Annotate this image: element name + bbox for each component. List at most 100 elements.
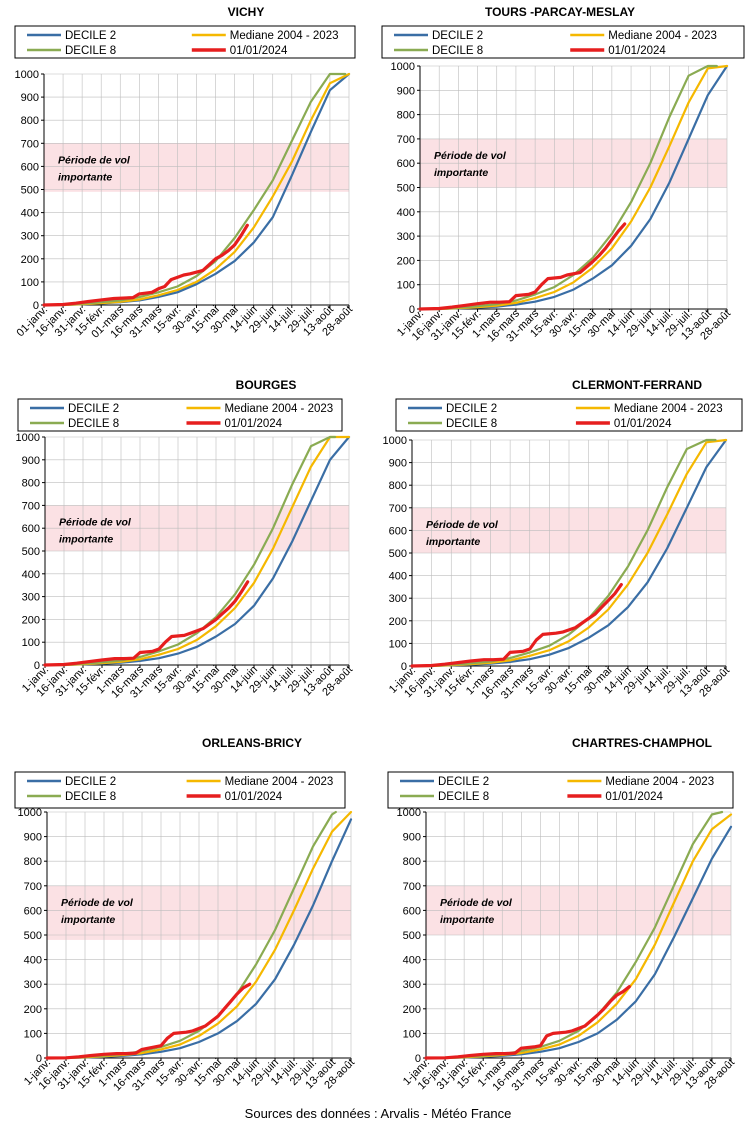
y-tick-label: 700 <box>403 881 421 893</box>
y-tick-label: 600 <box>21 161 39 173</box>
legend-box <box>381 25 745 59</box>
y-tick-label: 200 <box>21 254 39 266</box>
legend-label-decile8: DECILE 8 <box>438 791 489 803</box>
y-tick-label: 1000 <box>391 61 415 73</box>
legend-label-mediane: Mediane 2004 - 2023 <box>230 30 339 42</box>
legend-label-decile8: DECILE 8 <box>68 418 119 430</box>
y-tick-label: 800 <box>389 480 407 492</box>
series-line-current <box>418 222 627 311</box>
chart-panel: TOURS -PARCAY-MESLAY DECILE 2 Mediane 2004… <box>381 5 745 345</box>
y-tick-label: 700 <box>21 138 39 150</box>
legend: DECILE 2 Mediane 2004 - 2023 DECILE 8 01/01… <box>387 771 734 809</box>
chart-title: TOURS -PARCAY-MESLAY <box>485 5 635 19</box>
y-tick-label: 800 <box>24 856 42 868</box>
band-label: importante <box>59 533 113 545</box>
y-tick-label: 300 <box>397 231 415 243</box>
y-tick-label: 100 <box>389 638 407 650</box>
y-tick-label: 400 <box>22 569 40 581</box>
y-tick-label: 800 <box>22 478 40 490</box>
series-line-current <box>43 580 250 667</box>
legend-label-decile8: DECILE 8 <box>432 45 483 57</box>
legend: DECILE 2 Mediane 2004 - 2023 DECILE 8 01/01… <box>14 771 346 809</box>
y-tick-label: 800 <box>397 110 415 122</box>
y-tick-label: 1000 <box>383 435 407 447</box>
legend-label-current: 01/01/2024 <box>230 45 288 57</box>
series-line-current <box>424 985 631 1060</box>
y-tick-label: 400 <box>403 955 421 967</box>
chart-panel: CLERMONT-FERRAND DECILE 2 Mediane 2004 - 2… <box>383 378 743 702</box>
y-tick-label: 200 <box>403 1004 421 1016</box>
y-tick-label: 700 <box>24 881 42 893</box>
y-tick-label: 900 <box>24 832 42 844</box>
legend: DECILE 2 Mediane 2004 - 2023 DECILE 8 01/01… <box>14 25 356 59</box>
legend-box <box>395 398 743 432</box>
y-tick-label: 400 <box>397 207 415 219</box>
source-credit: Sources des données : Arvalis - Météo Fr… <box>244 1106 512 1121</box>
y-tick-label: 300 <box>24 979 42 991</box>
band-label: importante <box>440 914 494 926</box>
y-tick-label: 400 <box>21 208 39 220</box>
y-tick-label: 0 <box>401 661 407 673</box>
legend: DECILE 2 Mediane 2004 - 2023 DECILE 8 01/01… <box>381 25 745 59</box>
y-tick-label: 0 <box>33 300 39 312</box>
y-tick-label: 400 <box>389 571 407 583</box>
legend-box <box>387 771 734 809</box>
legend-label-current: 01/01/2024 <box>614 418 672 430</box>
legend-label-mediane: Mediane 2004 - 2023 <box>605 776 714 788</box>
y-tick-label: 700 <box>389 503 407 515</box>
y-tick-label: 400 <box>24 955 42 967</box>
chart-title: BOURGES <box>236 378 297 392</box>
series-line-current <box>42 223 249 307</box>
y-tick-label: 1000 <box>397 807 421 819</box>
series-line-current <box>45 982 252 1060</box>
legend-label-current: 01/01/2024 <box>224 418 282 430</box>
band-label: importante <box>434 167 488 179</box>
y-tick-label: 200 <box>389 616 407 628</box>
band-label: importante <box>61 914 115 926</box>
y-tick-label: 900 <box>389 458 407 470</box>
band-label: importante <box>58 171 112 183</box>
y-tick-label: 600 <box>22 523 40 535</box>
band-label: Période de vol <box>59 516 132 528</box>
chart-title: CLERMONT-FERRAND <box>572 378 702 392</box>
legend: DECILE 2 Mediane 2004 - 2023 DECILE 8 01/01… <box>17 398 343 432</box>
y-tick-label: 0 <box>36 1053 42 1065</box>
y-tick-label: 100 <box>22 637 40 649</box>
band-label: Période de vol <box>61 897 134 909</box>
legend-label-current: 01/01/2024 <box>605 791 663 803</box>
series-line-decile8 <box>42 72 347 307</box>
series-line-current <box>410 582 623 668</box>
chart-title: CHARTRES-CHAMPHOL <box>572 736 712 750</box>
y-tick-label: 100 <box>24 1028 42 1040</box>
y-tick-label: 800 <box>21 115 39 127</box>
legend-label-decile2: DECILE 2 <box>432 30 483 42</box>
legend-label-decile8: DECILE 8 <box>446 418 497 430</box>
chart-title: ORLEANS-BRICY <box>202 736 302 750</box>
legend-label-decile2: DECILE 2 <box>446 403 497 415</box>
y-tick-label: 200 <box>24 1004 42 1016</box>
legend: DECILE 2 Mediane 2004 - 2023 DECILE 8 01/01… <box>395 398 743 432</box>
y-tick-label: 100 <box>397 280 415 292</box>
legend-box <box>17 398 343 432</box>
y-tick-label: 300 <box>403 979 421 991</box>
y-tick-label: 0 <box>415 1053 421 1065</box>
band-label: Période de vol <box>434 150 507 162</box>
series-line-decile8 <box>43 435 337 667</box>
y-tick-label: 300 <box>21 231 39 243</box>
y-tick-label: 600 <box>403 905 421 917</box>
band-label: Période de vol <box>440 897 513 909</box>
legend-label-current: 01/01/2024 <box>225 791 283 803</box>
y-tick-label: 300 <box>389 593 407 605</box>
y-tick-label: 600 <box>397 158 415 170</box>
y-tick-label: 100 <box>21 277 39 289</box>
y-tick-label: 900 <box>22 455 40 467</box>
chart-panel: VICHY DECILE 2 Mediane 2004 - 2023 DECILE 8… <box>14 5 356 341</box>
band-label: importante <box>426 536 480 548</box>
y-tick-label: 0 <box>409 304 415 316</box>
y-tick-label: 900 <box>403 832 421 844</box>
band-label: Période de vol <box>426 519 499 531</box>
y-tick-label: 200 <box>22 614 40 626</box>
legend-label-decile2: DECILE 2 <box>65 776 116 788</box>
chart-panel: ORLEANS-BRICY DECILE 2 Mediane 2004 - 2023… <box>14 736 357 1094</box>
legend-box <box>14 25 356 59</box>
